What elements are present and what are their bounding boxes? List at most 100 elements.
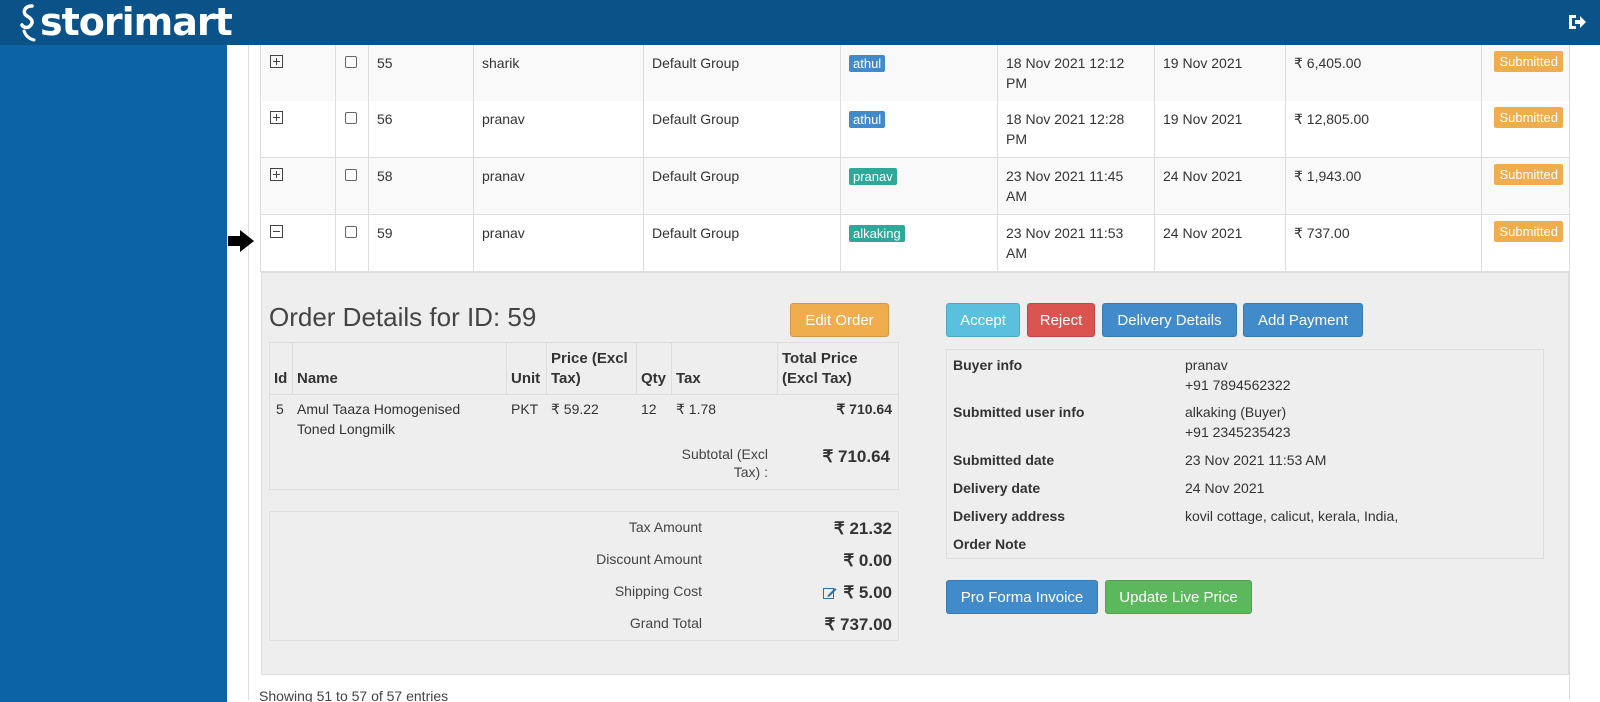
created-date: 18 Nov 2021 12:12 (1006, 55, 1125, 71)
item-price: ₹ 59.22 (551, 401, 599, 417)
order-details-title: Order Details for ID: 59 (269, 302, 537, 332)
table-row[interactable]: 59 pranav Default Group alkaking 23 Nov 2021… (260, 215, 1570, 272)
edit-order-button[interactable]: Edit Order (790, 303, 889, 337)
buyer-info-label: Buyer info (953, 357, 1023, 373)
cell-expander (261, 45, 336, 101)
order-details-panel (261, 272, 1569, 675)
cell-name: sharik (474, 45, 644, 101)
row-checkbox[interactable] (345, 226, 357, 238)
created-time-period: PM (1006, 75, 1027, 91)
user-badge: pranav (849, 168, 897, 185)
col-qty: Qty (637, 343, 672, 395)
expand-icon[interactable] (270, 168, 283, 181)
cell-status: Submitted (1482, 215, 1571, 271)
cell-user: pranav (841, 158, 998, 214)
row-delivery: 24 Nov 2021 (1163, 225, 1243, 241)
row-checkbox[interactable] (345, 56, 357, 68)
cell-delivery: 19 Nov 2021 (1155, 45, 1286, 101)
col-price: Price (Excl Tax) (547, 343, 637, 395)
items-header: Id Name Unit Price (Excl Tax) Qty Tax To… (270, 343, 898, 395)
item-tax: ₹ 1.78 (676, 401, 717, 417)
row-amount: ₹ 737.00 (1294, 225, 1350, 241)
user-badge: alkaking (849, 225, 905, 242)
cell-status: Submitted (1482, 101, 1571, 157)
brand-logo[interactable]: storimart (18, 0, 233, 45)
item-unit: PKT (511, 401, 539, 417)
item-name: Amul Taaza Homogenised Toned Longmilk (297, 399, 460, 439)
cell-name: pranav (474, 215, 644, 271)
order-note-label: Order Note (953, 536, 1027, 552)
row-amount: ₹ 6,405.00 (1294, 55, 1362, 71)
cell-check (336, 215, 369, 271)
order-totals: Tax Amount ₹ 21.32 Discount Amount ₹ 0.0… (269, 511, 899, 641)
cell-amount: ₹ 737.00 (1286, 215, 1482, 271)
row-checkbox[interactable] (345, 169, 357, 181)
row-amount: ₹ 1,943.00 (1294, 168, 1362, 184)
submitted-user-value: alkaking (Buyer) +91 2345235423 (1185, 402, 1291, 442)
cell-expander (261, 158, 336, 214)
brand-name: storimart (40, 0, 233, 44)
top-navbar: storimart (0, 0, 1600, 45)
cell-created: 18 Nov 2021 12:12 PM (998, 45, 1155, 101)
user-badge: athul (849, 111, 886, 128)
col-name: Name (293, 343, 507, 395)
edit-icon[interactable] (823, 587, 837, 599)
row-name: pranav (482, 111, 525, 127)
item-name-line2: Toned Longmilk (297, 421, 396, 437)
logout-icon[interactable] (1566, 11, 1588, 33)
cell-user: athul (841, 101, 998, 157)
add-payment-button[interactable]: Add Payment (1243, 303, 1363, 337)
submitted-date-value: 23 Nov 2021 11:53 AM (1185, 452, 1327, 468)
row-checkbox[interactable] (345, 112, 357, 124)
cell-created: 23 Nov 2021 11:53 AM (998, 215, 1155, 271)
order-items-table: Id Name Unit Price (Excl Tax) Qty Tax To… (269, 342, 899, 490)
cell-status: Submitted (1482, 45, 1571, 101)
cell-group: Default Group (644, 45, 841, 101)
table-row[interactable]: 58 pranav Default Group pranav 23 Nov 2021 1… (260, 158, 1570, 215)
submitted-date-label: Submitted date (953, 452, 1055, 468)
row-delivery: 24 Nov 2021 (1163, 168, 1243, 184)
table-row[interactable]: 56 pranav Default Group athul 18 Nov 2021 12… (260, 101, 1570, 158)
grand-total-label: Grand Total (629, 615, 702, 631)
cell-amount: ₹ 12,805.00 (1286, 101, 1482, 157)
row-group: Default Group (652, 55, 740, 71)
table-row[interactable]: 55 sharik Default Group athul 18 Nov 2021 12… (260, 45, 1570, 102)
expand-icon[interactable] (270, 55, 283, 68)
pro-forma-invoice-button[interactable]: Pro Forma Invoice (946, 580, 1098, 614)
delivery-address-value: kovil cottage, calicut, kerala, India, (1185, 508, 1399, 524)
collapse-icon[interactable] (270, 225, 283, 238)
submitted-user-name: alkaking (Buyer) (1185, 404, 1287, 420)
created-time-period: PM (1006, 131, 1027, 147)
reject-button[interactable]: Reject (1027, 303, 1095, 337)
created-date: 18 Nov 2021 12:28 (1006, 111, 1125, 127)
cell-check (336, 101, 369, 157)
row-delivery: 19 Nov 2021 (1163, 55, 1243, 71)
item-qty: 12 (641, 401, 657, 417)
created-date: 23 Nov 2021 11:53 (1006, 225, 1124, 241)
row-group: Default Group (652, 168, 740, 184)
created-date: 23 Nov 2021 11:45 (1006, 168, 1124, 184)
buyer-info-value: pranav +91 7894562322 (1185, 355, 1291, 395)
col-unit: Unit (507, 343, 547, 395)
subtotal-label: Subtotal (Excl Tax) : (678, 445, 768, 481)
row-id: 56 (377, 111, 393, 127)
row-name: sharik (482, 55, 520, 71)
cell-group: Default Group (644, 101, 841, 157)
cell-id: 55 (369, 45, 474, 101)
cell-check (336, 45, 369, 101)
submitted-user-phone: +91 2345235423 (1185, 424, 1291, 440)
row-id: 55 (377, 55, 393, 71)
update-live-price-button[interactable]: Update Live Price (1105, 580, 1252, 614)
cell-user: athul (841, 45, 998, 101)
delivery-details-button[interactable]: Delivery Details (1102, 303, 1237, 337)
col-tax: Tax (672, 343, 778, 395)
cell-status: Submitted (1482, 158, 1571, 214)
accept-button[interactable]: Accept (946, 303, 1020, 337)
created-time-period: AM (1006, 188, 1027, 204)
expand-icon[interactable] (270, 111, 283, 124)
arrow-right-icon (228, 230, 254, 252)
sidebar (0, 45, 227, 702)
buyer-name: pranav (1185, 357, 1228, 373)
discount-label: Discount Amount (596, 551, 702, 567)
col-id: Id (270, 343, 293, 395)
